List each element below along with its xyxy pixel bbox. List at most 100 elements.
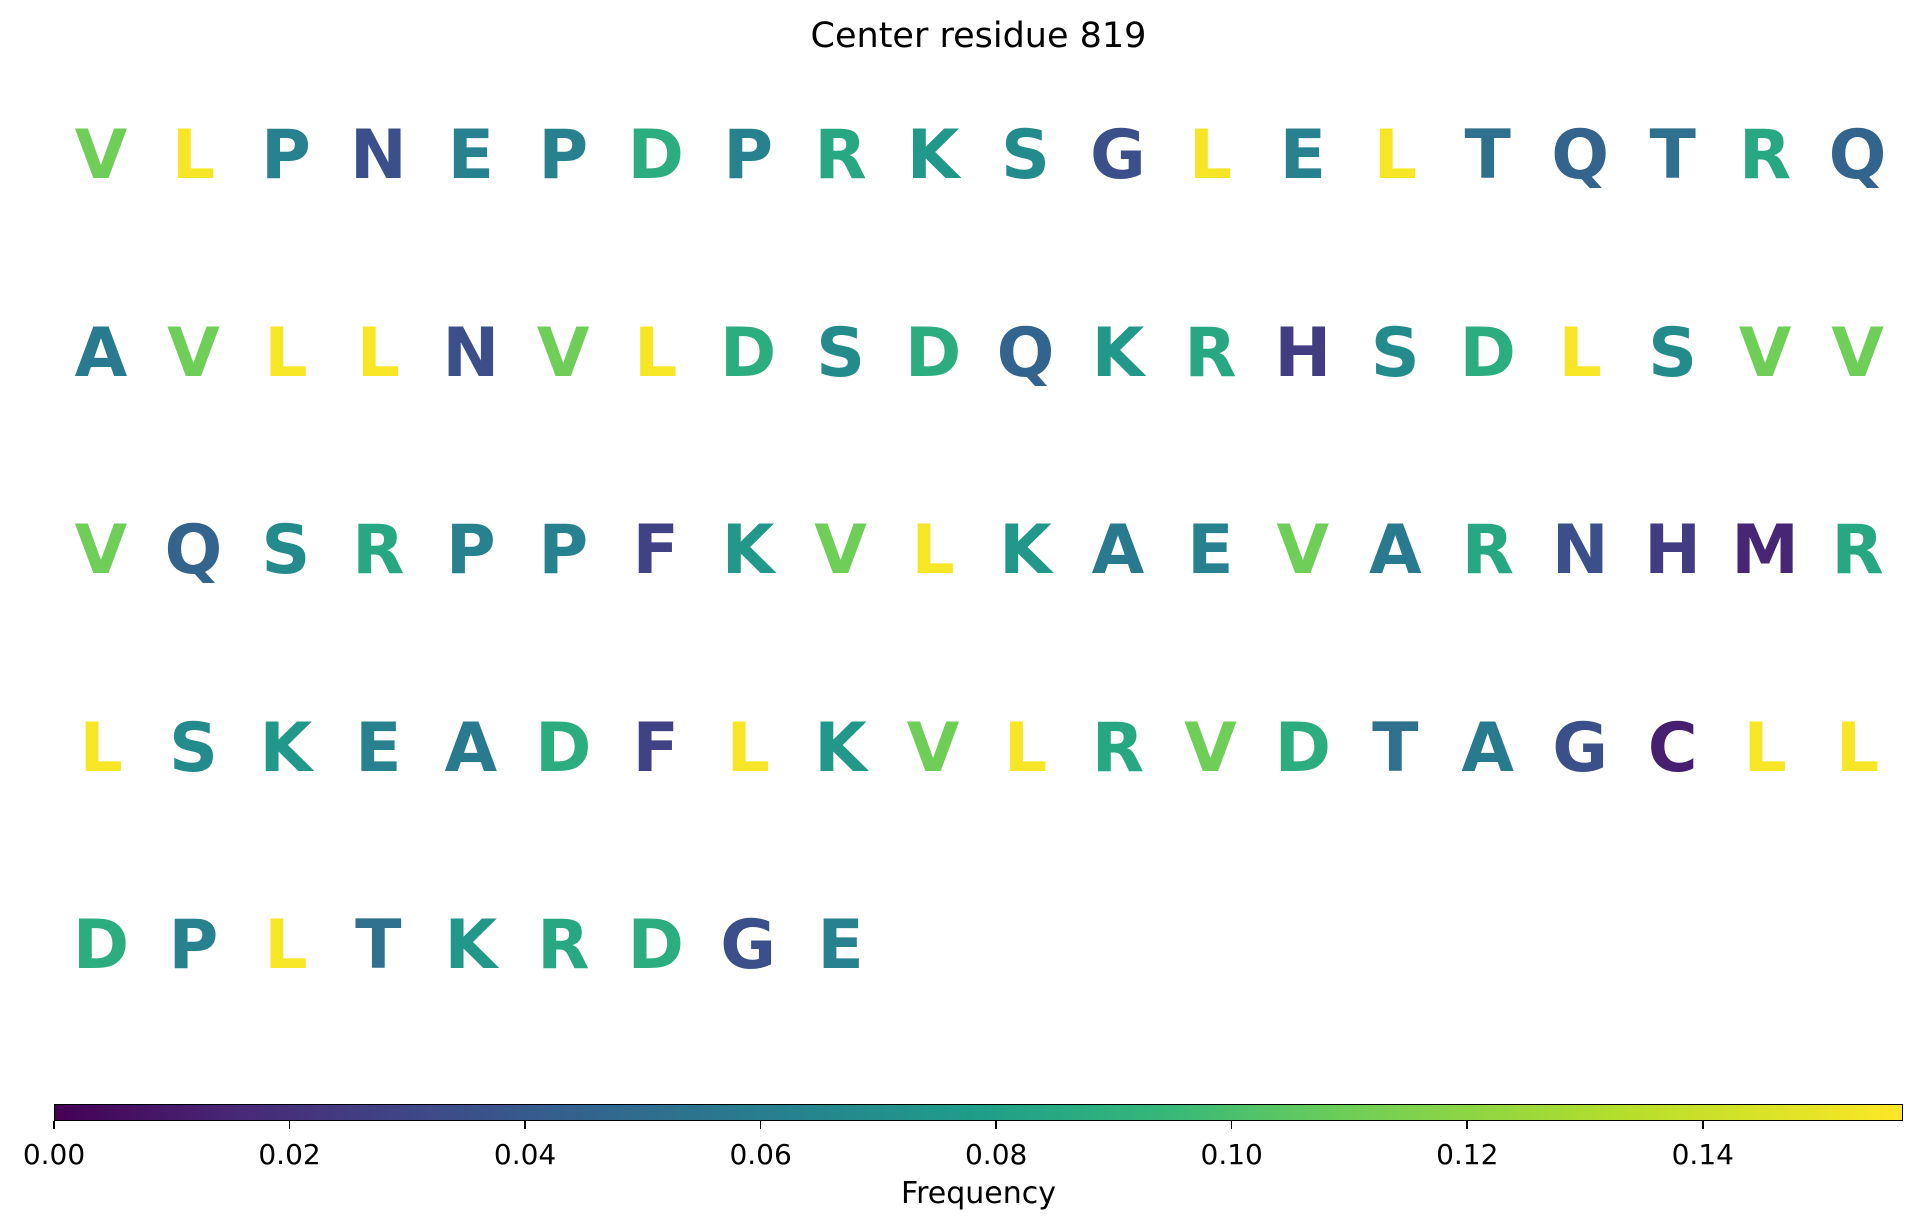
residue-letter: L (911, 511, 955, 590)
residue-letter: P (445, 511, 496, 590)
residue-letter: L (1743, 708, 1787, 788)
residue-letter: A (444, 708, 498, 788)
residue-letter: V (906, 708, 960, 788)
residue-letter: R (1738, 116, 1792, 195)
residue-letter: Q (1828, 116, 1887, 195)
residue-letter: L (264, 906, 308, 985)
residue-letter: V (167, 313, 220, 393)
residue-letter: P (260, 116, 311, 195)
residue-letter: V (1184, 708, 1237, 788)
residue-letter: E (355, 708, 402, 788)
residue-letter: E (447, 116, 495, 195)
colorbar-tick-label: 0.06 (729, 1138, 792, 1171)
residue-letter: L (726, 708, 770, 788)
residue-letter: D (719, 313, 777, 393)
residue-letter: N (349, 116, 407, 195)
residue-letter: T (1372, 708, 1419, 788)
residue-letter: S (261, 511, 311, 590)
residue-letter: E (1279, 116, 1327, 195)
residue-letter: E (817, 906, 864, 985)
residue-letter: D (72, 906, 130, 985)
residue-letter: Q (164, 511, 223, 590)
residue-letter: S (1370, 313, 1420, 393)
residue-letter: V (74, 116, 128, 195)
colorbar-tick-mark (995, 1121, 997, 1129)
colorbar-tick-label: 0.04 (493, 1138, 557, 1171)
residue-letter: H (1644, 511, 1702, 590)
residue-letter: A (1461, 708, 1515, 788)
residue-letter: L (1835, 708, 1880, 788)
residue-letter: M (1731, 511, 1799, 590)
colorbar-tick-label: 0.10 (1200, 1138, 1263, 1171)
residue-letter: L (1558, 313, 1602, 393)
residue-letter: T (1649, 116, 1696, 195)
residue-letter: P (538, 511, 589, 590)
residue-letter: E (1187, 511, 1234, 590)
residue-letter: L (1188, 116, 1233, 195)
residue-letter: N (442, 313, 500, 393)
residue-letter: K (906, 116, 960, 195)
residue-letter: L (264, 313, 308, 393)
residue-letter: T (355, 906, 402, 985)
residue-letter: T (1464, 116, 1511, 195)
residue-letter: K (259, 708, 313, 788)
residue-letter: C (1647, 708, 1698, 788)
residue-letter: Q (996, 313, 1055, 393)
residue-letter: P (538, 116, 589, 195)
residue-letter: L (1373, 116, 1417, 195)
colorbar-tick-mark (288, 1121, 291, 1129)
residue-letter: S (168, 708, 218, 788)
residue-letter: F (632, 708, 679, 788)
residue-letter: R (1091, 708, 1145, 788)
colorbar-tick-label: 0.08 (964, 1138, 1028, 1171)
residue-letter: K (721, 511, 775, 590)
residue-letter: S (1648, 313, 1698, 393)
chart-title: Center residue 819 (810, 16, 1147, 56)
residue-letter: S (1001, 116, 1050, 195)
residue-letter: V (814, 511, 867, 590)
residue-letter: V (1276, 511, 1330, 590)
residue-letter: N (1551, 511, 1609, 590)
residue-letter: P (723, 116, 774, 195)
colorbar-tick-mark (1702, 1121, 1704, 1129)
residue-letter: F (632, 511, 679, 590)
residue-letter: L (79, 708, 123, 788)
residue-letter: A (1091, 511, 1145, 590)
residue-letter: L (171, 116, 216, 195)
residue-letter: K (444, 906, 498, 985)
residue-letter: P (168, 906, 219, 985)
residue-letter: V (1738, 313, 1792, 393)
residue-letter: V (74, 511, 128, 590)
residue-letter: R (1831, 511, 1884, 590)
colorbar-tick-mark (1230, 1121, 1233, 1129)
residue-letter: K (1091, 313, 1145, 393)
colorbar-tick-mark (759, 1121, 762, 1129)
residue-letter: V (536, 313, 590, 393)
residue-letter: S (816, 313, 866, 393)
residue-letter: G (720, 906, 777, 985)
colorbar-tick-label: 0.12 (1436, 1138, 1499, 1171)
colorbar-tick-label: 0.14 (1671, 1138, 1734, 1171)
residue-letter: R (537, 906, 590, 985)
residue-letter: D (1459, 313, 1516, 393)
residue-letter: D (904, 313, 962, 393)
residue-letter: L (634, 313, 678, 393)
residue-letter: A (1368, 511, 1422, 590)
colorbar-tick-label: 0.00 (22, 1138, 86, 1171)
colorbar-tick-mark (1466, 1121, 1468, 1129)
residue-letter: L (356, 313, 401, 393)
residue-letter: D (535, 708, 592, 788)
residue-letter: D (627, 116, 684, 195)
residue-letter: R (814, 116, 867, 195)
residue-letter: R (352, 511, 405, 590)
residue-letter: D (1274, 708, 1332, 788)
residue-letter: L (1003, 708, 1048, 788)
residue-letter: R (1184, 313, 1237, 393)
residue-letter: V (1831, 313, 1884, 393)
colorbar (54, 1104, 1903, 1121)
residue-letter: H (1274, 313, 1332, 393)
residue-letter: A (74, 313, 128, 393)
residue-letter: D (627, 906, 684, 985)
residue-letter: G (1552, 708, 1609, 788)
residue-letter: K (814, 708, 867, 788)
